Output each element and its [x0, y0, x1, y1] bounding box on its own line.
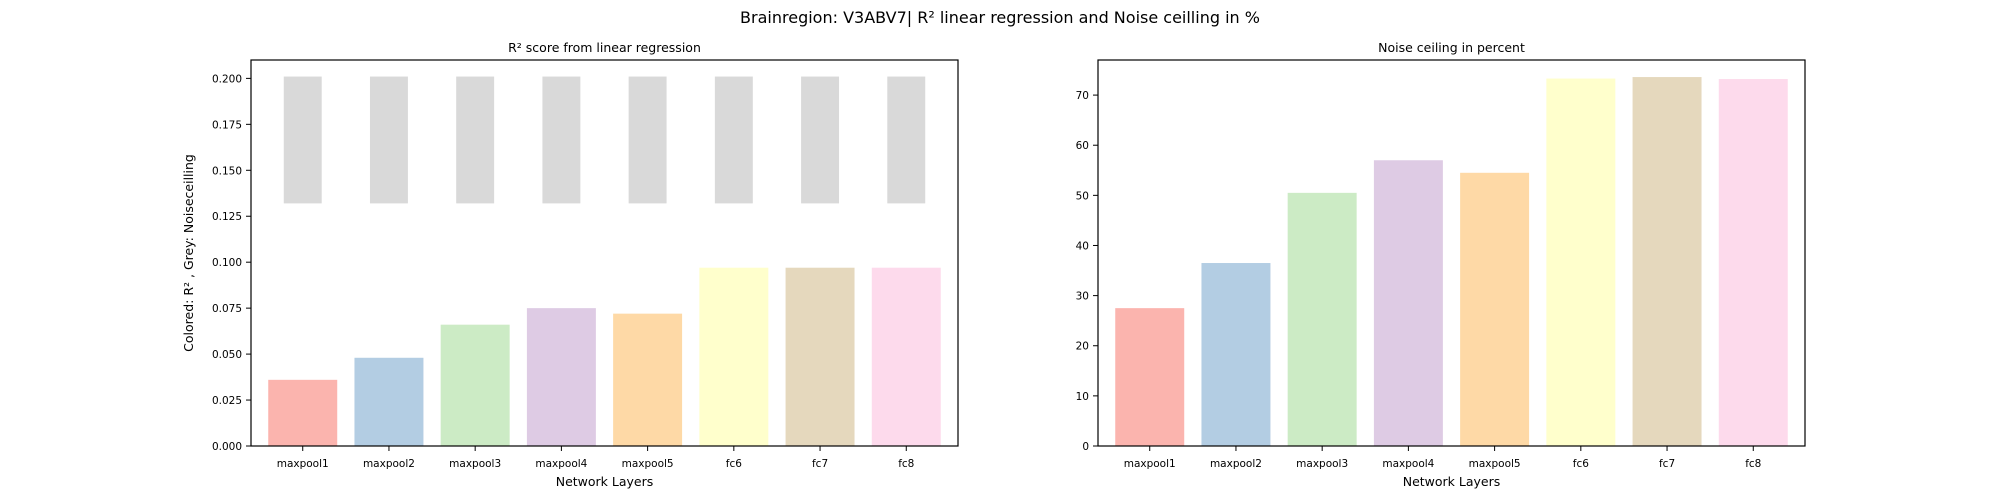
axes-frame — [1097, 59, 1806, 447]
y-tick-label: 0.050 — [212, 349, 242, 361]
x-tick-label-fc7: fc7 — [1659, 458, 1675, 470]
x-tick-label-maxpool4: maxpool4 — [535, 458, 587, 470]
y-tick-label: 0.000 — [212, 441, 242, 453]
noise-ceiling-bar-fc7 — [801, 76, 840, 204]
y-tick-label: 60 — [1076, 140, 1089, 152]
bar-fc7 — [1632, 77, 1702, 446]
y-tick-label: 50 — [1076, 190, 1089, 202]
x-tick-label-maxpool5: maxpool5 — [1469, 458, 1521, 470]
x-tick-label-fc6: fc6 — [1573, 458, 1589, 470]
r2-chart: 0.000 0.025 0.050 0.075 0.100 0.125 0.150 0.175… — [181, 40, 959, 489]
noise-ceiling-bar-maxpool4 — [542, 76, 581, 204]
bar-maxpool3 — [1287, 192, 1357, 446]
x-axis-label: Network Layers — [1403, 474, 1501, 489]
bar-maxpool5 — [1460, 172, 1530, 446]
bar-maxpool4 — [526, 308, 596, 446]
y-tick-label: 40 — [1076, 240, 1089, 252]
x-tick-label-maxpool2: maxpool2 — [363, 458, 415, 470]
noise-ceiling-chart: 0 10 20 30 40 50 60 70 maxpool1 maxpool2 maxpool3 m… — [1076, 40, 1806, 489]
y-tick-label: 0.175 — [212, 119, 242, 131]
bar-fc6 — [1546, 78, 1616, 447]
y-tick-label: 20 — [1076, 341, 1089, 353]
bar-fc6 — [699, 267, 769, 446]
bar-fc8 — [1718, 79, 1788, 446]
noise-ceiling-bar-maxpool5 — [628, 76, 667, 204]
x-tick-label-fc7: fc7 — [812, 458, 828, 470]
noise-ceiling-bar-maxpool2 — [369, 76, 408, 204]
x-tick-label-maxpool3: maxpool3 — [1296, 458, 1348, 470]
bar-fc7 — [785, 267, 855, 446]
x-tick-label-maxpool2: maxpool2 — [1210, 458, 1262, 470]
bar-fc8 — [871, 267, 941, 446]
bar-maxpool4 — [1373, 160, 1443, 446]
chart-title: Noise ceiling in percent — [1378, 40, 1525, 55]
y-axis-label: Colored: R² , Grey: Noiseceilling — [181, 154, 196, 352]
axes-frame — [250, 59, 959, 447]
y-tick-label: 0.200 — [212, 73, 242, 85]
bar-maxpool1 — [1115, 308, 1185, 446]
y-tick-label: 0.075 — [212, 303, 242, 315]
noise-ceiling-bar-fc6 — [714, 76, 753, 204]
y-tick-label: 0 — [1082, 441, 1089, 453]
bar-maxpool2 — [354, 357, 424, 446]
bar-maxpool1 — [268, 379, 338, 446]
x-tick-label-fc8: fc8 — [1745, 458, 1761, 470]
x-tick-label-maxpool4: maxpool4 — [1382, 458, 1434, 470]
y-tick-label: 10 — [1076, 391, 1089, 403]
y-tick-label: 0.100 — [212, 257, 242, 269]
noise-ceiling-bar-maxpool1 — [283, 76, 322, 204]
x-axis-label: Network Layers — [556, 474, 654, 489]
y-tick-label: 0.150 — [212, 165, 242, 177]
chart-title: R² score from linear regression — [508, 40, 701, 55]
y-tick-label: 0.025 — [212, 395, 242, 407]
noise-ceiling-bar-fc8 — [887, 76, 926, 204]
x-tick-label-maxpool5: maxpool5 — [622, 458, 674, 470]
bar-maxpool2 — [1201, 263, 1271, 446]
x-tick-label-maxpool1: maxpool1 — [1124, 458, 1176, 470]
x-tick-label-maxpool1: maxpool1 — [277, 458, 329, 470]
x-tick-label-maxpool3: maxpool3 — [449, 458, 501, 470]
y-tick-label: 70 — [1076, 90, 1089, 102]
y-tick-label: 30 — [1076, 291, 1089, 303]
figure-suptitle: Brainregion: V3ABV7| R² linear regressio… — [740, 8, 1260, 27]
x-tick-label-fc6: fc6 — [726, 458, 742, 470]
noise-ceiling-bar-maxpool3 — [456, 76, 495, 204]
x-tick-label-fc8: fc8 — [898, 458, 914, 470]
bar-maxpool5 — [613, 313, 683, 446]
y-tick-label: 0.125 — [212, 211, 242, 223]
bar-maxpool3 — [440, 324, 510, 446]
